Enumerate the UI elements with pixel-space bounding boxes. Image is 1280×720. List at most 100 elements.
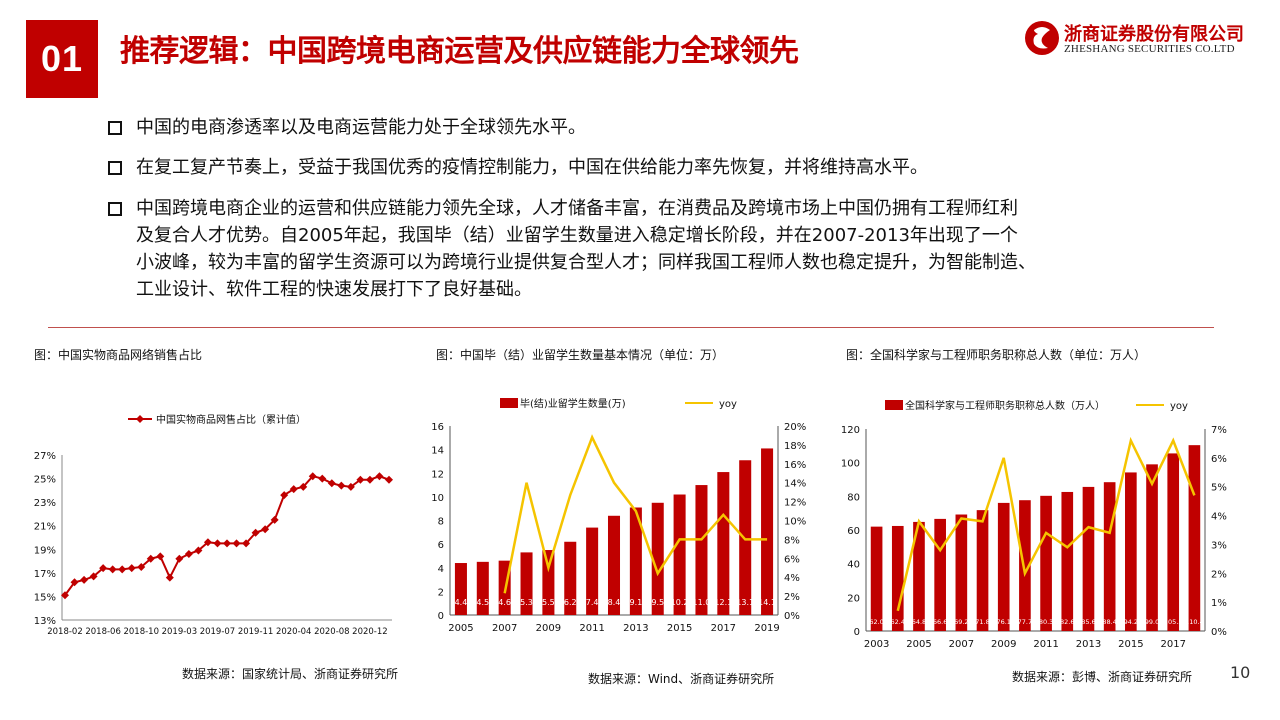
bullet-text-1: 中国的电商渗透率以及电商运营能力处于全球领先水平。 bbox=[136, 114, 586, 141]
y-right-tick-label: 6% bbox=[784, 554, 800, 565]
y-right-tick-label: 10% bbox=[784, 517, 806, 528]
y-left-tick-label: 120 bbox=[841, 425, 860, 436]
bar bbox=[976, 510, 989, 631]
chart2-caption: 图：中国毕（结）业留学生数量基本情况（单位：万） bbox=[436, 348, 725, 362]
x-tick-label: 2005 bbox=[906, 639, 931, 650]
yoy-line bbox=[896, 436, 1196, 612]
page-number: 10 bbox=[1230, 663, 1251, 682]
y-right-tick-label: 4% bbox=[784, 573, 800, 584]
bar bbox=[695, 485, 708, 615]
chart1-online-retail-share: 中国实物商品网售占比（累计值）27%25%23%21%19%17%15%13%2… bbox=[34, 413, 393, 637]
bullet-line: 中国跨境电商企业的运营和供应链能力领先全球，人才储备丰富，在消费品及跨境市场上中… bbox=[136, 198, 1018, 219]
x-tick-label: 2011 bbox=[579, 623, 604, 634]
y-right-tick-label: 12% bbox=[784, 498, 806, 509]
bar bbox=[891, 525, 904, 631]
bar bbox=[1103, 482, 1116, 631]
data-point bbox=[137, 562, 146, 571]
bullet-line: 工业设计、软件工程的快速发展打下了良好基础。 bbox=[136, 279, 532, 300]
bar-value-label: 80.3 bbox=[1039, 618, 1053, 626]
bar bbox=[673, 494, 686, 615]
section-badge: 01 bbox=[26, 20, 98, 98]
bar-value-label: 66.6 bbox=[933, 618, 947, 626]
data-point bbox=[261, 525, 270, 534]
x-tick-label: 2019-11 bbox=[238, 627, 274, 637]
x-tick-label: 2015 bbox=[1118, 639, 1143, 650]
data-point bbox=[232, 539, 241, 548]
bar-value-label: 62.0 bbox=[869, 618, 883, 626]
legend-label: 中国实物商品网售占比（累计值） bbox=[156, 413, 306, 426]
bar bbox=[586, 527, 599, 615]
legend-line-label: yoy bbox=[719, 399, 737, 410]
y-left-tick-label: 8 bbox=[438, 517, 444, 528]
bar-value-label: 6.2 bbox=[564, 598, 577, 607]
data-point bbox=[308, 472, 317, 481]
y-tick-label: 23% bbox=[34, 498, 56, 509]
y-left-tick-label: 16 bbox=[431, 422, 444, 433]
bullet-marker bbox=[108, 161, 122, 175]
bullet-marker bbox=[108, 121, 122, 135]
data-point bbox=[89, 572, 98, 581]
data-point bbox=[356, 475, 365, 484]
data-point bbox=[337, 481, 346, 490]
chart3-source: 数据来源：彭博、浙商证券研究所 bbox=[1012, 670, 1193, 684]
data-point bbox=[61, 591, 69, 600]
bar bbox=[1040, 495, 1052, 631]
data-point bbox=[99, 564, 108, 573]
bar-value-label: 4.4 bbox=[455, 598, 468, 607]
bar-value-label: 85.6 bbox=[1081, 618, 1095, 626]
bar-value-label: 94.2 bbox=[1124, 618, 1138, 626]
bar-value-label: 9.1 bbox=[629, 598, 642, 607]
data-point bbox=[289, 485, 298, 494]
x-tick-label: 2011 bbox=[1033, 639, 1058, 650]
bar bbox=[997, 502, 1010, 631]
x-tick-label: 2007 bbox=[949, 639, 974, 650]
bar-value-label: 8.4 bbox=[608, 598, 621, 607]
y-right-tick-label: 14% bbox=[784, 479, 806, 490]
data-point bbox=[375, 472, 384, 481]
bar bbox=[1146, 464, 1158, 631]
y-tick-label: 21% bbox=[34, 522, 56, 533]
y-right-tick-label: 0% bbox=[1211, 627, 1227, 638]
data-point bbox=[165, 573, 174, 582]
bar-value-label: 105.5 bbox=[1164, 618, 1183, 626]
x-tick-label: 2018-10 bbox=[123, 627, 159, 637]
bar-value-label: 9.5 bbox=[651, 598, 664, 607]
y-left-tick-label: 10 bbox=[431, 493, 444, 504]
bar bbox=[520, 552, 533, 615]
y-left-tick-label: 12 bbox=[431, 469, 444, 480]
bar bbox=[476, 561, 489, 615]
bar-value-label: 71.8 bbox=[975, 618, 989, 626]
data-point bbox=[223, 539, 231, 548]
bullet-text-2: 在复工复产节奏上，受益于我国优秀的疫情控制能力，中国在供给能力率先恢复，并将维持… bbox=[136, 154, 928, 181]
chart2-source: 数据来源：Wind、浙商证券研究所 bbox=[588, 672, 775, 686]
bar bbox=[1082, 486, 1095, 631]
chart3-engineers: 全国科学家与工程师职务职称总人数（万人） yoy 120 100 80 60 40 20 0 7%… bbox=[841, 399, 1227, 650]
bar bbox=[1061, 491, 1074, 631]
x-tick-label: 2005 bbox=[448, 623, 473, 634]
x-tick-label: 2018-02 bbox=[47, 627, 83, 637]
bar-value-label: 13.1 bbox=[736, 598, 754, 607]
x-tick-label: 2009 bbox=[991, 639, 1016, 650]
data-point bbox=[213, 539, 222, 548]
bar-value-label: 12.1 bbox=[714, 598, 732, 607]
legend-bar-label: 全国科学家与工程师职务职称总人数（万人） bbox=[905, 399, 1105, 412]
x-tick-label: 2003 bbox=[864, 639, 889, 650]
x-tick-label: 2015 bbox=[667, 623, 692, 634]
data-point bbox=[318, 474, 327, 483]
bar-value-label: 99.0 bbox=[1145, 618, 1159, 626]
bar bbox=[913, 521, 925, 631]
chart2-overseas-graduates: 毕(结)业留学生数量(万) yoy 16 14 12 10 8 6 4 2 0 20% 18% 16% 14… bbox=[431, 397, 806, 634]
data-point bbox=[299, 482, 308, 491]
y-left-tick-label: 0 bbox=[438, 611, 444, 622]
y-right-tick-label: 20% bbox=[784, 422, 806, 433]
x-tick-label: 2013 bbox=[1076, 639, 1101, 650]
chart3-caption: 图：全国科学家与工程师职务职称总人数（单位：万人） bbox=[846, 348, 1147, 362]
y-tick-label: 25% bbox=[34, 475, 56, 486]
y-left-tick-label: 80 bbox=[847, 492, 860, 503]
y-left-tick-label: 2 bbox=[438, 587, 444, 598]
data-point bbox=[80, 575, 89, 584]
y-tick-label: 13% bbox=[34, 616, 56, 627]
x-tick-label: 2019-07 bbox=[200, 627, 236, 637]
y-right-tick-label: 2% bbox=[1211, 569, 1227, 580]
bar bbox=[955, 514, 968, 631]
